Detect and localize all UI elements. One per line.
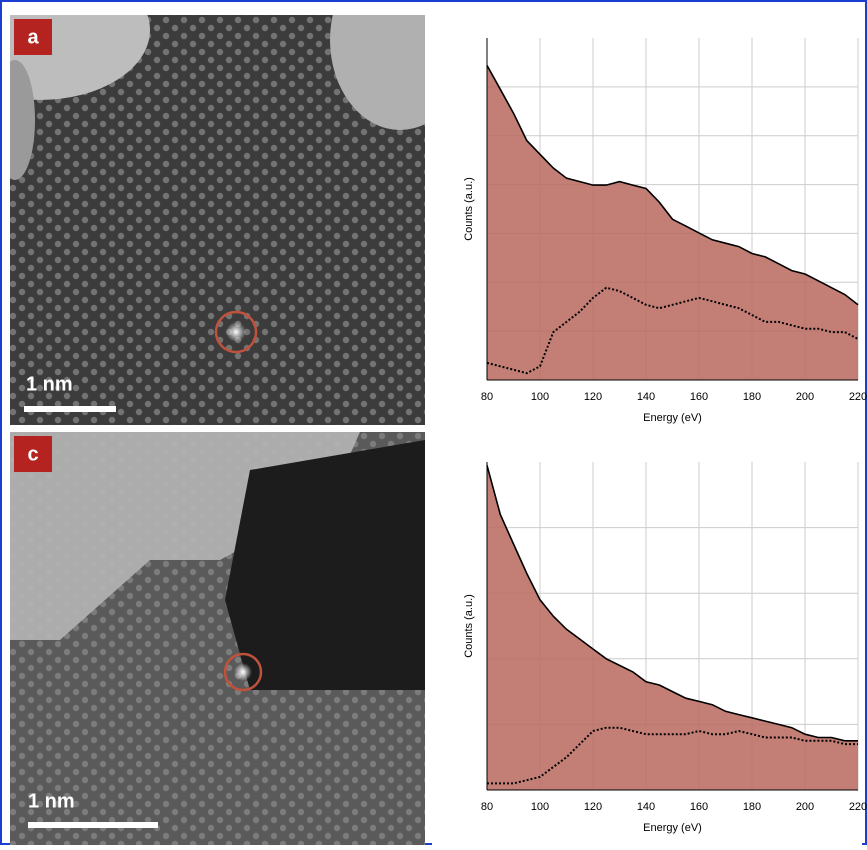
panel-label: c xyxy=(27,443,38,465)
x-tick-label: 220 xyxy=(849,801,867,813)
x-tick-label: 220 xyxy=(849,391,867,403)
stem-image-a xyxy=(0,0,470,425)
y-axis-label: Counts (a.u.) xyxy=(463,594,475,658)
x-tick-label: 140 xyxy=(637,391,655,403)
scale-bar-label: 1 nm xyxy=(26,373,73,395)
y-axis-label: Counts (a.u.) xyxy=(463,177,475,241)
x-tick-label: 160 xyxy=(690,801,708,813)
x-tick-label: 180 xyxy=(743,801,761,813)
panel-label: a xyxy=(27,26,39,48)
x-tick-label: 160 xyxy=(690,391,708,403)
scale-bar-label: 1 nm xyxy=(28,790,75,812)
x-tick-label: 80 xyxy=(481,801,493,813)
x-tick-label: 120 xyxy=(584,801,602,813)
stem-image-c xyxy=(10,432,425,845)
figure: abcd1 nm1 nm80100120140160180200220Energ… xyxy=(0,0,867,845)
x-tick-label: 200 xyxy=(796,391,814,403)
x-tick-label: 100 xyxy=(531,801,549,813)
x-axis-label: Energy (eV) xyxy=(643,412,702,424)
x-tick-label: 200 xyxy=(796,801,814,813)
x-tick-label: 100 xyxy=(531,391,549,403)
x-tick-label: 120 xyxy=(584,391,602,403)
x-axis-label: Energy (eV) xyxy=(643,822,702,834)
x-tick-label: 80 xyxy=(481,391,493,403)
x-tick-label: 140 xyxy=(637,801,655,813)
x-tick-label: 180 xyxy=(743,391,761,403)
